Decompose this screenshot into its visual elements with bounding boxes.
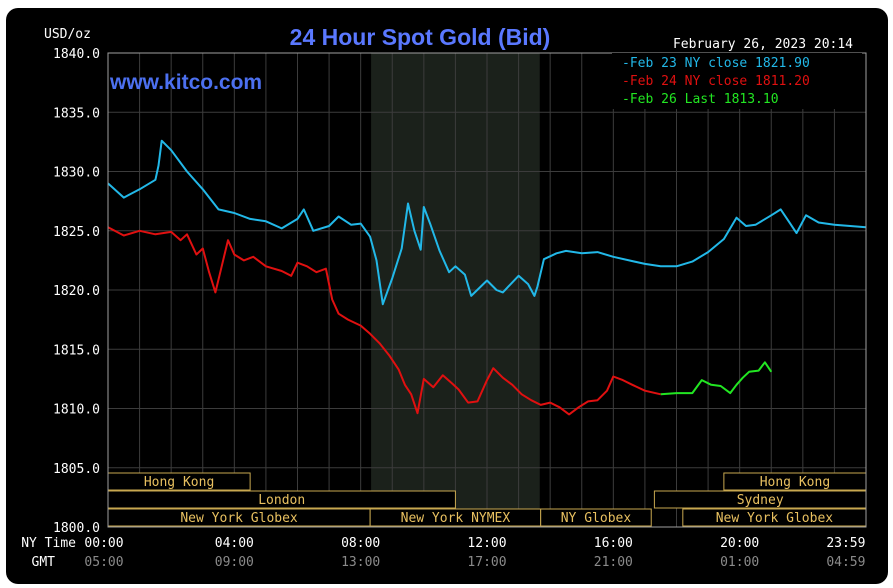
x-tick-label-ny: 08:00 xyxy=(341,536,380,551)
series-line-2 xyxy=(107,226,661,416)
market-session-label: New York Globex xyxy=(180,511,298,526)
y-tick-label: 1805.0 xyxy=(53,462,100,477)
legend: -Feb 23 NY close 1821.90 -Feb 24 NY close… xyxy=(612,53,862,109)
plot-border xyxy=(107,52,867,528)
y-tick-label: 1830.0 xyxy=(53,166,100,181)
x-tick-label-gmt: 01:00 xyxy=(720,555,759,570)
market-session-label: New York NYMEX xyxy=(401,511,511,526)
y-tick-label: 1810.0 xyxy=(53,403,100,418)
legend-entry: -Feb 26 Last 1813.10 xyxy=(622,92,779,107)
timestamp: February 26, 2023 20:14 xyxy=(673,37,853,52)
y-tick-label: 1800.0 xyxy=(53,521,100,536)
series-line-3 xyxy=(660,361,773,396)
market-session-bar xyxy=(540,508,652,527)
x-tick-label-gmt: 05:00 xyxy=(84,555,123,570)
legend-box xyxy=(612,53,862,109)
market-session-label: London xyxy=(258,493,305,508)
chart-title: 24 Hour Spot Gold (Bid) xyxy=(290,24,551,50)
x-tick-label-ny: 00:00 xyxy=(84,536,123,551)
x-tick-label-ny: 12:00 xyxy=(467,536,506,551)
y-tick-label: 1820.0 xyxy=(53,284,100,299)
y-tick-label: 1835.0 xyxy=(53,106,100,121)
legend-entry: -Feb 23 NY close 1821.90 xyxy=(622,56,810,71)
x-tick-label-gmt: 09:00 xyxy=(215,555,254,570)
x-tick-label-ny: 16:00 xyxy=(594,536,633,551)
x-tick-label-ny: 20:00 xyxy=(720,536,759,551)
x-tick-label-gmt: 13:00 xyxy=(341,555,380,570)
market-session-label: Sydney xyxy=(737,493,784,508)
price-series xyxy=(107,139,867,416)
kitco-watermark: www.kitco.com xyxy=(109,71,262,94)
y-tick-label: 1815.0 xyxy=(53,343,100,358)
y-tick-label: 1840.0 xyxy=(53,47,100,62)
x-tick-label-gmt: 17:00 xyxy=(467,555,506,570)
market-session-label: New York Globex xyxy=(716,511,834,526)
gmt-row-label: GMT xyxy=(32,555,56,570)
x-axis-tick-labels: 00:00 04:00 08:00 12:00 16:00 20:00 23:59 05:00… xyxy=(84,536,865,570)
x-tick-label-gmt: 21:00 xyxy=(594,555,633,570)
x-tick-label-gmt: 04:59 xyxy=(826,555,865,570)
x-tick-label-ny: 23:59 xyxy=(826,536,865,551)
y-tick-label: 1825.0 xyxy=(53,225,100,240)
series-line-1 xyxy=(107,139,867,306)
market-session-label: NY Globex xyxy=(561,511,632,526)
legend-entry: -Feb 24 NY close 1811.20 xyxy=(622,74,810,89)
market-session-label: Hong Kong xyxy=(760,475,830,490)
ny-time-row-label: NY Time xyxy=(21,536,76,551)
market-session-bars: Hong Kong Hong Kong London Sydney New York G… xyxy=(107,472,867,527)
y-axis-tick-labels: 1840.0 1835.0 1830.0 1825.0 1820.0 1815.0 1810… xyxy=(53,47,100,536)
unit-label: USD/oz xyxy=(44,27,91,42)
x-tick-label-ny: 04:00 xyxy=(215,536,254,551)
market-session-label: Hong Kong xyxy=(144,475,214,490)
